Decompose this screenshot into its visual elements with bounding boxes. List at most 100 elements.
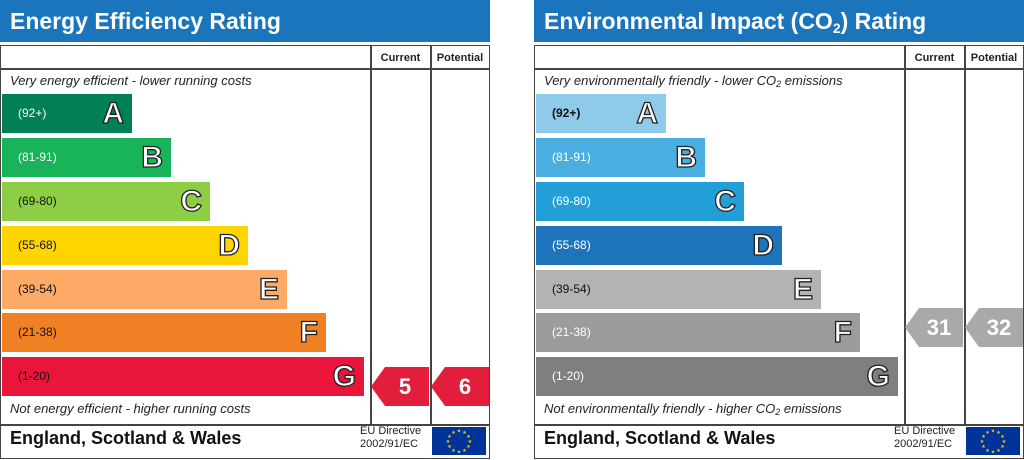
band-range: (1-20)	[552, 369, 585, 383]
band-letter: E	[258, 272, 279, 306]
svg-text:★: ★	[991, 429, 996, 435]
potential-column-header: Potential	[436, 52, 484, 64]
energy-efficiency-panel: Energy Efficiency Rating Current Potenti…	[0, 0, 490, 460]
eu-directive-text: EU Directive 2002/91/EC	[360, 425, 421, 451]
band-a: (92+) A	[2, 94, 132, 133]
divider	[534, 68, 1024, 70]
divider	[430, 45, 432, 425]
current-rating-arrow: 31	[905, 308, 963, 347]
band-range: (21-38)	[18, 325, 57, 339]
energy-frame	[0, 45, 490, 459]
eu-flag-icon: ★ ★★ ★★★ ★★★ ★★★	[966, 427, 1020, 455]
band-range: (1-20)	[18, 369, 51, 383]
svg-text:★: ★	[991, 450, 996, 456]
band-e: (39-54) E	[536, 270, 821, 309]
eu-directive-line: 2002/91/EC	[894, 438, 953, 450]
band-a: (92+) A	[536, 94, 666, 133]
divider	[964, 45, 966, 425]
svg-text:★: ★	[447, 444, 452, 450]
eu-directive-line: 2002/91/EC	[360, 438, 419, 450]
potential-rating-arrow: 6	[431, 367, 489, 406]
divider	[370, 45, 372, 425]
svg-text:★: ★	[996, 448, 1001, 454]
svg-text:★: ★	[996, 430, 1001, 436]
svg-text:★: ★	[457, 450, 462, 456]
svg-text:★: ★	[1000, 434, 1005, 440]
eu-directive-text: EU Directive 2002/91/EC	[894, 425, 955, 451]
band-letter: C	[714, 184, 737, 218]
svg-text:★: ★	[466, 434, 471, 440]
band-range: (39-54)	[18, 282, 57, 296]
eu-directive-line: EU Directive	[894, 425, 956, 437]
current-column-header: Current	[914, 52, 955, 64]
band-range: (92+)	[552, 106, 581, 120]
band-letter: F	[299, 315, 319, 349]
band-b: (81-91) B	[2, 138, 171, 177]
potential-rating-arrow: 32	[965, 308, 1023, 347]
band-letter: G	[866, 359, 891, 393]
svg-text:★: ★	[462, 448, 467, 454]
bottom-caption: Not energy efficient - higher running co…	[10, 401, 251, 416]
svg-text:★: ★	[447, 434, 452, 440]
svg-text:★: ★	[468, 439, 473, 445]
band-c: (69-80) C	[2, 182, 210, 221]
potential-column-header: Potential	[970, 52, 1018, 64]
top-caption: Very energy efficient - lower running co…	[10, 73, 252, 88]
bottom-caption: Not environmentally friendly - higher CO…	[544, 401, 842, 417]
eu-directive-line: EU Directive	[360, 425, 422, 437]
band-f: (21-38) F	[536, 313, 860, 352]
svg-text:★: ★	[981, 444, 986, 450]
band-letter: A	[102, 96, 125, 130]
band-range: (69-80)	[552, 194, 591, 208]
divider	[904, 45, 906, 425]
band-letter: E	[792, 272, 813, 306]
svg-text:★: ★	[1000, 444, 1005, 450]
region-label: England, Scotland & Wales	[544, 428, 776, 448]
eu-flag-icon: ★ ★★ ★★★ ★★★ ★★★	[432, 427, 486, 455]
divider	[0, 68, 490, 70]
svg-text:★: ★	[462, 430, 467, 436]
band-range: (92+)	[18, 106, 47, 120]
svg-text:★: ★	[980, 439, 985, 445]
band-letter: B	[675, 140, 698, 174]
divider	[534, 424, 1024, 426]
band-g: (1-20) G	[536, 357, 898, 396]
environmental-impact-title: Environmental Impact (CO2) Rating	[534, 0, 1024, 42]
band-letter: G	[332, 359, 357, 393]
band-letter: C	[180, 184, 203, 218]
svg-text:★: ★	[451, 430, 456, 436]
environmental-impact-panel: Environmental Impact (CO2) Rating Curren…	[534, 0, 1024, 460]
band-d: (55-68) D	[536, 226, 782, 265]
band-g: (1-20) G	[2, 357, 364, 396]
band-range: (69-80)	[18, 194, 57, 208]
current-rating-arrow: 5	[371, 367, 429, 406]
energy-efficiency-title: Energy Efficiency Rating	[0, 0, 490, 42]
band-letter: B	[141, 140, 164, 174]
band-letter: F	[833, 315, 853, 349]
band-range: (55-68)	[552, 238, 591, 252]
band-letter: D	[752, 228, 775, 262]
current-column-header: Current	[380, 52, 421, 64]
svg-text:★: ★	[457, 429, 462, 435]
band-range: (39-54)	[552, 282, 591, 296]
svg-text:★: ★	[466, 444, 471, 450]
band-range: (81-91)	[552, 150, 591, 164]
svg-text:★: ★	[985, 430, 990, 436]
band-letter: A	[636, 96, 659, 130]
band-b: (81-91) B	[536, 138, 705, 177]
band-letter: D	[218, 228, 241, 262]
band-e: (39-54) E	[2, 270, 287, 309]
band-d: (55-68) D	[2, 226, 248, 265]
band-range: (21-38)	[552, 325, 591, 339]
svg-text:★: ★	[446, 439, 451, 445]
band-range: (81-91)	[18, 150, 57, 164]
divider	[0, 424, 490, 426]
band-c: (69-80) C	[536, 182, 744, 221]
svg-text:★: ★	[981, 434, 986, 440]
top-caption: Very environmentally friendly - lower CO…	[544, 73, 843, 89]
region-label: England, Scotland & Wales	[10, 428, 242, 448]
band-range: (55-68)	[18, 238, 57, 252]
svg-text:★: ★	[1002, 439, 1007, 445]
svg-text:★: ★	[451, 448, 456, 454]
band-f: (21-38) F	[2, 313, 326, 352]
